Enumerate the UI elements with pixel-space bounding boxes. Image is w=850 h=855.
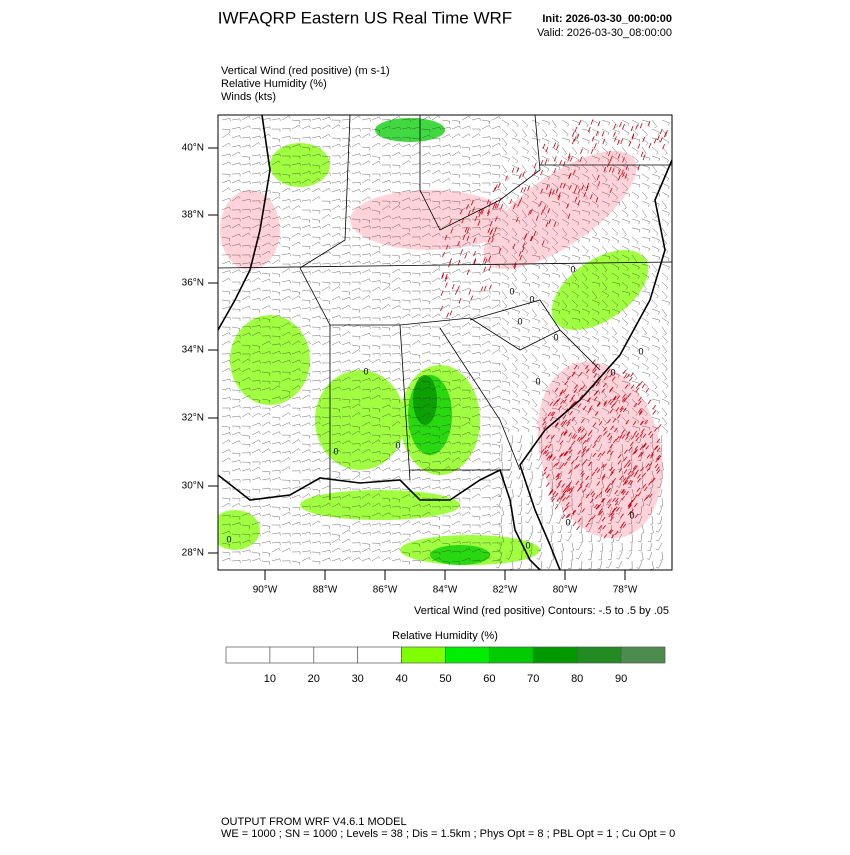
colorbar-box xyxy=(532,646,578,664)
valid-time: Valid: 2026-03-30_08:00:00 xyxy=(537,27,672,39)
state-borders xyxy=(218,115,672,500)
colorbar-title: Relative Humidity (%) xyxy=(392,630,498,642)
humidity-fill xyxy=(413,375,437,425)
colorbar-box xyxy=(620,646,666,664)
contour-label: 0 xyxy=(565,517,570,527)
contour-label: 0 xyxy=(525,540,530,550)
lon-label: 78°W xyxy=(613,585,638,596)
vertical-wind-contours xyxy=(440,119,668,539)
colorbar-label: 40 xyxy=(395,673,407,685)
colorbar-box xyxy=(445,646,490,664)
lat-label: 28°N xyxy=(182,548,204,559)
colorbar: 10 20 30 40 50 60 70 80 90 xyxy=(225,646,666,685)
contour-label: 0 xyxy=(333,446,338,456)
lon-label: 90°W xyxy=(253,585,278,596)
colorbar-box xyxy=(269,646,315,664)
vertical-wind-fill xyxy=(220,150,663,539)
colorbar-box xyxy=(357,646,402,664)
contour-label: 0 xyxy=(638,346,643,356)
colorbar-box xyxy=(401,646,446,664)
contour-label: 0 xyxy=(509,286,514,296)
contour-label: 0 xyxy=(553,332,558,342)
contour-labels: 0 0 0 0 0 0 0 0 0 0 0 0 0 0 0 xyxy=(226,264,643,550)
footer-line: WE = 1000 ; SN = 1000 ; Levels = 38 ; Di… xyxy=(221,828,675,840)
lat-label: 38°N xyxy=(182,210,204,221)
colorbar-label: 50 xyxy=(439,673,451,685)
lat-label: 30°N xyxy=(182,481,204,492)
map-area: 0 0 0 0 0 0 0 0 0 0 0 0 0 0 0 xyxy=(218,115,672,570)
colorbar-label: 90 xyxy=(615,673,627,685)
coastline xyxy=(218,115,672,570)
contour-label: 0 xyxy=(570,264,575,274)
init-time: Init: 2026-03-30_00:00:00 xyxy=(542,13,672,25)
colorbar-label: 20 xyxy=(308,673,320,685)
contour-label: 0 xyxy=(629,510,634,520)
wind-barbs xyxy=(221,115,670,570)
map-axes: 40°N 38°N 36°N 34°N 32°N 30°N 28°N 90°W 88°W 86°W… xyxy=(182,143,638,596)
lon-label: 82°W xyxy=(493,585,518,596)
footer-line: OUTPUT FROM WRF V4.6.1 MODEL xyxy=(221,816,407,828)
lon-label: 80°W xyxy=(553,585,578,596)
contour-label: 0 xyxy=(395,440,400,450)
field-label: Relative Humidity (%) xyxy=(221,78,327,90)
contour-label: 0 xyxy=(535,376,540,386)
colorbar-box xyxy=(313,646,359,664)
colorbar-label: 70 xyxy=(527,673,539,685)
colorbar-box xyxy=(489,646,534,664)
colorbar-box xyxy=(576,646,622,664)
lon-label: 86°W xyxy=(373,585,398,596)
contour-label: 0 xyxy=(363,366,368,376)
lat-label: 34°N xyxy=(182,345,204,356)
colorbar-box xyxy=(225,646,271,664)
title: IWFAQRP Eastern US Real Time WRF xyxy=(218,8,512,27)
lat-label: 36°N xyxy=(182,278,204,289)
lat-label: 32°N xyxy=(182,413,204,424)
contour-label: 0 xyxy=(517,316,522,326)
field-label: Winds (kts) xyxy=(221,91,276,103)
lat-label: 40°N xyxy=(182,143,204,154)
contour-label: 0 xyxy=(226,534,231,544)
field-label: Vertical Wind (red positive) (m s-1) xyxy=(221,65,390,77)
contour-label: 0 xyxy=(610,367,615,377)
colorbar-label: 30 xyxy=(352,673,364,685)
contour-label: 0 xyxy=(529,294,534,304)
contour-note: Vertical Wind (red positive) Contours: -… xyxy=(414,605,669,617)
lon-label: 88°W xyxy=(313,585,338,596)
lon-label: 84°W xyxy=(433,585,458,596)
colorbar-label: 80 xyxy=(571,673,583,685)
colorbar-label: 60 xyxy=(483,673,495,685)
colorbar-label: 10 xyxy=(264,673,276,685)
